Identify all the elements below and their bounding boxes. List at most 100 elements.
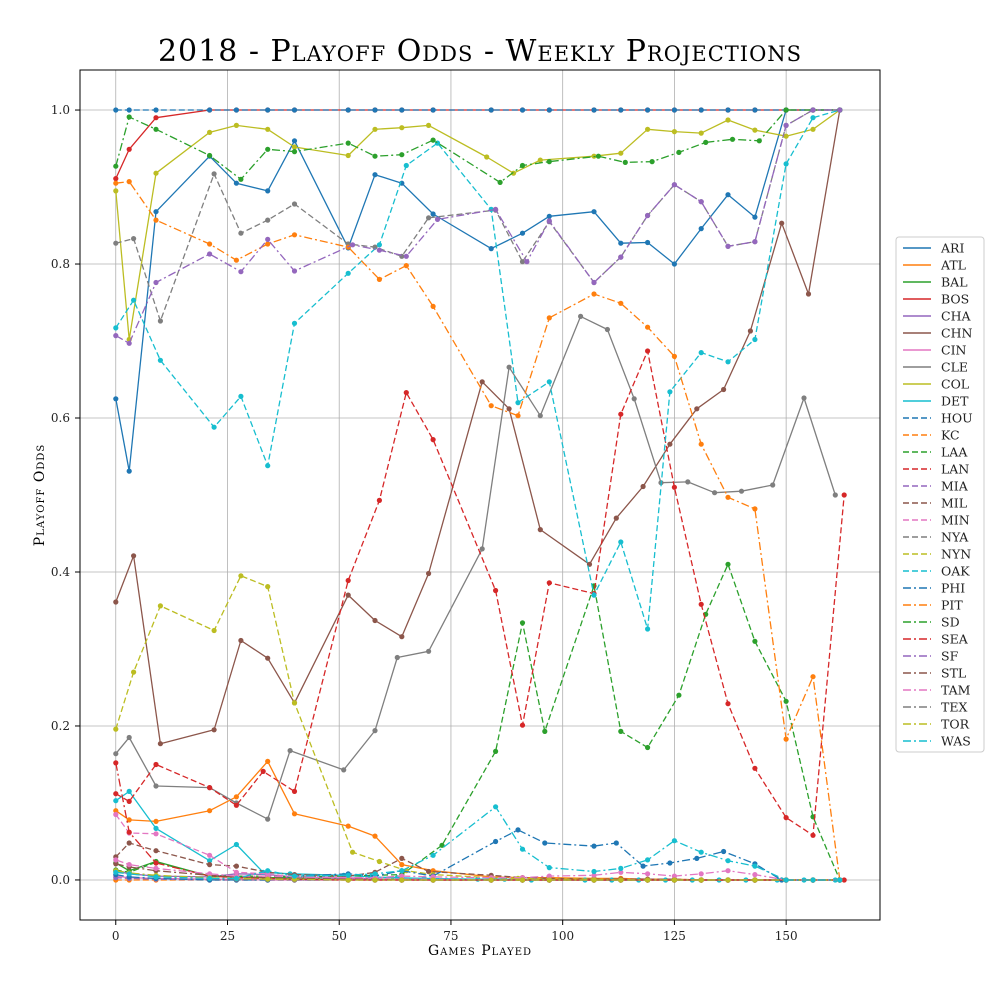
data-point (752, 765, 758, 771)
data-point (399, 855, 405, 862)
data-point (515, 413, 521, 419)
data-point (265, 816, 271, 822)
data-point (113, 176, 119, 182)
series-line-pit (115, 180, 841, 881)
data-point (493, 748, 499, 755)
data-point (519, 846, 526, 852)
data-point (265, 868, 271, 874)
data-point (265, 146, 271, 152)
data-point (479, 546, 485, 552)
data-point (618, 300, 624, 306)
data-point (618, 728, 624, 735)
data-point (752, 877, 758, 883)
legend-frame (895, 236, 985, 753)
data-point (519, 259, 526, 265)
data-point (783, 698, 789, 704)
series-lan (113, 348, 847, 838)
data-point (537, 413, 543, 419)
data-point (537, 157, 543, 163)
series-line-cle (115, 315, 836, 820)
data-point (618, 539, 624, 545)
legend-label: ARI (940, 241, 964, 256)
data-point (703, 139, 709, 145)
data-point (157, 603, 163, 609)
data-point (207, 107, 213, 113)
data-point (113, 396, 119, 402)
x-tick-label: 150 (775, 929, 798, 943)
data-point (126, 829, 132, 835)
data-point (430, 437, 436, 443)
data-point (725, 868, 731, 874)
data-point (488, 403, 494, 409)
data-point (265, 758, 271, 765)
data-point (618, 411, 624, 417)
data-point (126, 340, 132, 346)
data-point (694, 406, 700, 412)
data-point (345, 877, 351, 883)
data-point (426, 648, 432, 654)
data-point (783, 877, 789, 883)
data-point (618, 240, 624, 246)
series-line-ari (115, 109, 840, 472)
data-point (725, 107, 731, 113)
data-point (430, 852, 436, 858)
data-point (546, 315, 552, 321)
series-line-oak (115, 109, 840, 630)
data-point (671, 261, 678, 267)
data-point (233, 107, 239, 113)
data-point (493, 206, 499, 212)
data-point (645, 212, 651, 219)
data-point (345, 592, 351, 598)
legend-label: TAM (941, 683, 971, 698)
data-point (618, 869, 624, 875)
data-point (113, 808, 119, 814)
data-point (546, 865, 552, 871)
legend-label: LAA (941, 445, 968, 460)
legend-label: CIN (941, 343, 967, 358)
data-point (372, 728, 378, 734)
data-point (488, 246, 494, 252)
data-point (510, 170, 517, 176)
data-point (126, 146, 132, 152)
data-point (126, 862, 132, 868)
data-point (238, 573, 244, 579)
data-point (113, 857, 119, 863)
data-point (725, 701, 731, 707)
series-line-col (115, 109, 841, 341)
data-point (399, 634, 405, 640)
data-point (595, 153, 602, 159)
series-hou (113, 107, 843, 113)
data-point (211, 171, 217, 177)
legend-label: MIN (941, 513, 970, 528)
data-point (131, 297, 137, 303)
data-point (345, 152, 351, 159)
data-point (233, 875, 239, 882)
data-point (372, 153, 378, 159)
data-point (645, 126, 651, 132)
data-point (399, 125, 405, 131)
data-point (747, 328, 754, 334)
data-point (153, 865, 159, 872)
data-point (113, 791, 119, 797)
data-point (506, 364, 512, 370)
legend-label: WAS (941, 734, 971, 749)
series-line-sf (115, 109, 840, 344)
data-point (519, 162, 526, 169)
data-point (667, 860, 673, 866)
data-point (376, 247, 382, 253)
data-point (376, 497, 382, 503)
data-point (291, 788, 298, 795)
data-point (126, 817, 132, 823)
data-point (233, 180, 239, 186)
data-point (153, 761, 159, 768)
data-point (488, 107, 494, 113)
data-point (515, 400, 521, 406)
data-point (698, 350, 704, 356)
data-point (372, 617, 378, 624)
series-was (113, 804, 843, 883)
data-point (671, 107, 678, 113)
data-point (805, 291, 812, 297)
data-point (645, 626, 651, 632)
data-point (591, 592, 597, 598)
data-point (725, 192, 731, 198)
